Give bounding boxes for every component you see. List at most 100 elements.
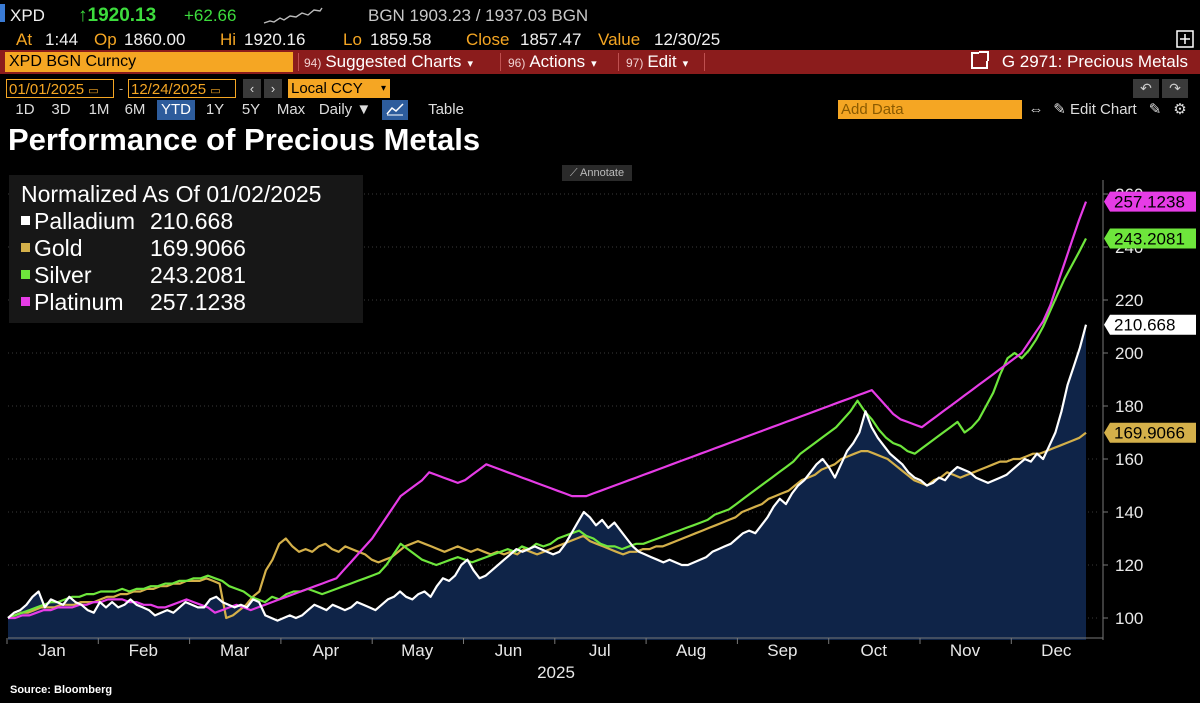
low-value: 1859.58 (370, 30, 432, 49)
start-date-input[interactable]: 01/01/2025 ▭ (6, 79, 114, 98)
open-label: Op (94, 30, 117, 49)
legend-silver: Silver 243.2081 (21, 262, 246, 289)
x-tick-label: Sep (767, 641, 797, 660)
chart-edit-icon[interactable]: ✎ (1148, 101, 1162, 118)
security-field[interactable]: XPD BGN Curncy (5, 52, 293, 72)
gear-icon[interactable]: ⚙ (1173, 101, 1187, 118)
period-ytd[interactable]: YTD (157, 100, 195, 120)
y-tick-label: 180 (1115, 397, 1143, 416)
line-palladium (7, 324, 1088, 622)
period-1d[interactable]: 1D (15, 101, 35, 118)
sparkline-icon (263, 7, 323, 24)
add-icon[interactable] (1176, 30, 1194, 48)
ticker[interactable]: XPD (10, 6, 45, 25)
x-tick-label: Jan (38, 641, 65, 660)
menu-number: 94) (304, 56, 322, 70)
add-data-input[interactable]: Add Data (838, 100, 1022, 119)
calendar-icon: ▭ (210, 85, 221, 97)
legend-gold: Gold 169.9066 (21, 235, 246, 262)
resize-icon[interactable]: ⇔ (1028, 101, 1044, 118)
y-tick-label: 160 (1115, 450, 1143, 469)
period-5y[interactable]: 5Y (241, 101, 261, 118)
tag-shape (1104, 191, 1196, 212)
tag-platinum: 257.1238 (1104, 191, 1196, 212)
prev-period-button[interactable]: ‹ (243, 79, 261, 98)
start-date-value: 01/01/2025 (9, 81, 85, 98)
open-value: 1860.00 (124, 30, 186, 49)
menu-label: Suggested Charts (325, 52, 462, 71)
tag-shape (1104, 314, 1196, 335)
calendar-icon: ▭ (88, 85, 99, 97)
legend-value: 243.2081 (150, 262, 246, 288)
last-price: ↑1920.13 (78, 5, 157, 26)
annotate-button[interactable]: ⟋ Annotate (562, 165, 632, 181)
x-tick-label: Nov (950, 641, 981, 660)
period-1m[interactable]: 1M (88, 101, 110, 118)
tag-shape (1104, 422, 1196, 443)
legend-name: Silver (34, 262, 92, 288)
x-tick-label: Oct (860, 641, 887, 660)
period-1y[interactable]: 1Y (205, 101, 225, 118)
line-silver (7, 237, 1087, 620)
frequency-select[interactable]: Daily ▼ (318, 101, 372, 118)
x-axis-title: 2025 (537, 663, 575, 682)
x-tick-label: Apr (313, 641, 340, 660)
period-3d[interactable]: 3D (51, 101, 71, 118)
tag-gold: 169.9066 (1104, 422, 1196, 443)
menu-label: Edit (647, 52, 677, 71)
legend-swatch-palladium (21, 216, 30, 225)
tag-value: 169.9066 (1114, 424, 1185, 443)
menu-number: 96) (508, 56, 526, 70)
external-link-icon (970, 51, 989, 69)
divider (298, 53, 299, 71)
annotate-pencil-icon: ⟋ (569, 167, 578, 179)
line-chart-icon[interactable] (382, 100, 408, 120)
table-button[interactable]: Table (428, 101, 464, 118)
net-change: +62.66 (184, 6, 237, 25)
at-label: At (16, 30, 33, 49)
redo-button[interactable]: ↷ (1162, 79, 1188, 98)
dash-separator: - (118, 81, 124, 96)
tag-shape (1104, 228, 1196, 249)
x-tick-label: Feb (129, 641, 158, 660)
performance-chart: 100120140160180200220240260 JanFebMarApr… (6, 180, 1196, 682)
high-label: Hi (220, 30, 237, 49)
tag-value: 210.668 (1114, 316, 1175, 335)
source-note: Source: Bloomberg (10, 684, 113, 696)
period-6m[interactable]: 6M (124, 101, 146, 118)
edit-chart-button[interactable]: ✎ Edit Chart (1050, 100, 1140, 120)
close-value: 1857.47 (520, 30, 582, 49)
line-platinum (8, 201, 1088, 620)
end-date-input[interactable]: 12/24/2025 ▭ (128, 79, 236, 98)
next-period-button[interactable]: › (264, 79, 282, 98)
currency-select[interactable]: Local CCY ▾ (288, 79, 390, 98)
tag-palladium: 210.668 (1104, 314, 1196, 335)
undo-button[interactable]: ↶ (1133, 79, 1159, 98)
legend-palladium: Palladium 210.668 (21, 208, 233, 235)
end-date-value: 12/24/2025 (131, 81, 207, 98)
caret-down-icon: ▾ (682, 58, 689, 70)
edit-menu[interactable]: 97) Edit ▾ (626, 50, 688, 74)
caret-down-icon: ▾ (380, 83, 386, 94)
high-value: 1920.16 (244, 30, 306, 49)
legend-value: 169.9066 (150, 235, 246, 261)
actions-menu[interactable]: 96) Actions ▾ (508, 50, 597, 74)
period-toolbar: 1D 3D 1M 6M YTD 1Y 5Y Max Daily ▼ Table … (0, 100, 1200, 121)
y-tick-label: 220 (1115, 291, 1143, 310)
y-tick-label: 140 (1115, 503, 1143, 522)
tag-silver: 243.2081 (1104, 228, 1196, 249)
graph-title-text: G 2971: Precious Metals (1001, 52, 1188, 71)
y-tick-label: 100 (1115, 609, 1143, 628)
suggested-charts-menu[interactable]: 94) Suggested Charts ▾ (304, 50, 473, 74)
command-bar: XPD BGN Curncy 94) Suggested Charts ▾ 96) A… (0, 50, 1200, 74)
legend-normalized: Normalized As Of 01/02/2025 (21, 181, 322, 207)
currency-value: Local CCY (291, 80, 363, 97)
tag-value: 257.1238 (1114, 193, 1185, 212)
close-label: Close (466, 30, 510, 49)
x-tick-label: Mar (220, 641, 250, 660)
bid-ask: BGN 1903.23 / 1937.03 BGN (368, 6, 589, 25)
legend-name: Palladium (34, 208, 135, 234)
graph-title[interactable]: G 2971: Precious Metals (970, 50, 1188, 74)
period-max[interactable]: Max (276, 101, 306, 118)
legend-swatch-silver (21, 270, 30, 279)
